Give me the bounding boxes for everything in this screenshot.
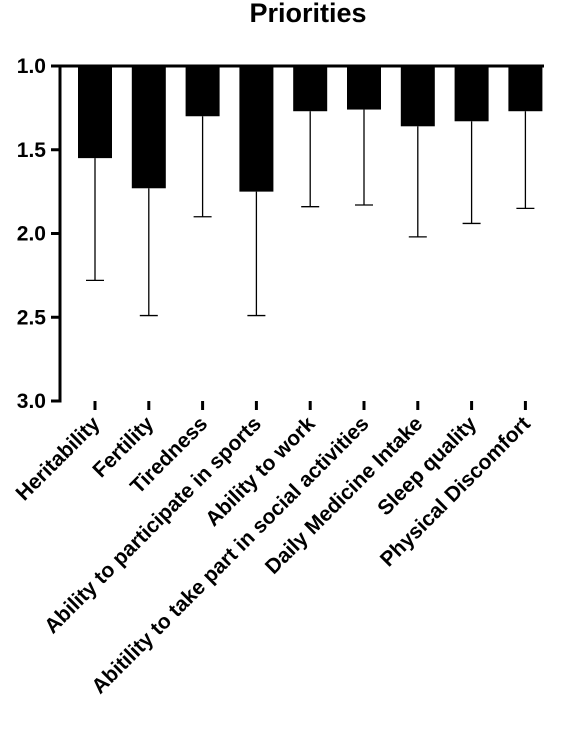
bar	[131, 66, 166, 189]
bar	[293, 66, 328, 112]
x-tick-label: Heritability	[12, 412, 105, 505]
bar	[239, 66, 274, 192]
bar	[185, 66, 220, 117]
y-tick-label: 1.5	[17, 139, 47, 162]
y-axis: 1.0 1.5 2.0 2.5 3.0	[17, 55, 62, 413]
chart-title: Priorities	[249, 0, 366, 28]
bar	[347, 66, 381, 110]
y-tick-label: 1.0	[17, 55, 46, 78]
bar	[400, 66, 435, 127]
error-bars-group	[86, 109, 535, 317]
bar	[508, 66, 543, 112]
y-tick-label: 3.0	[17, 390, 46, 413]
bars-group	[78, 66, 543, 192]
bar	[454, 66, 489, 122]
bar	[78, 66, 112, 159]
y-tick-label: 2.0	[17, 223, 46, 246]
y-tick-label: 2.5	[17, 306, 47, 329]
